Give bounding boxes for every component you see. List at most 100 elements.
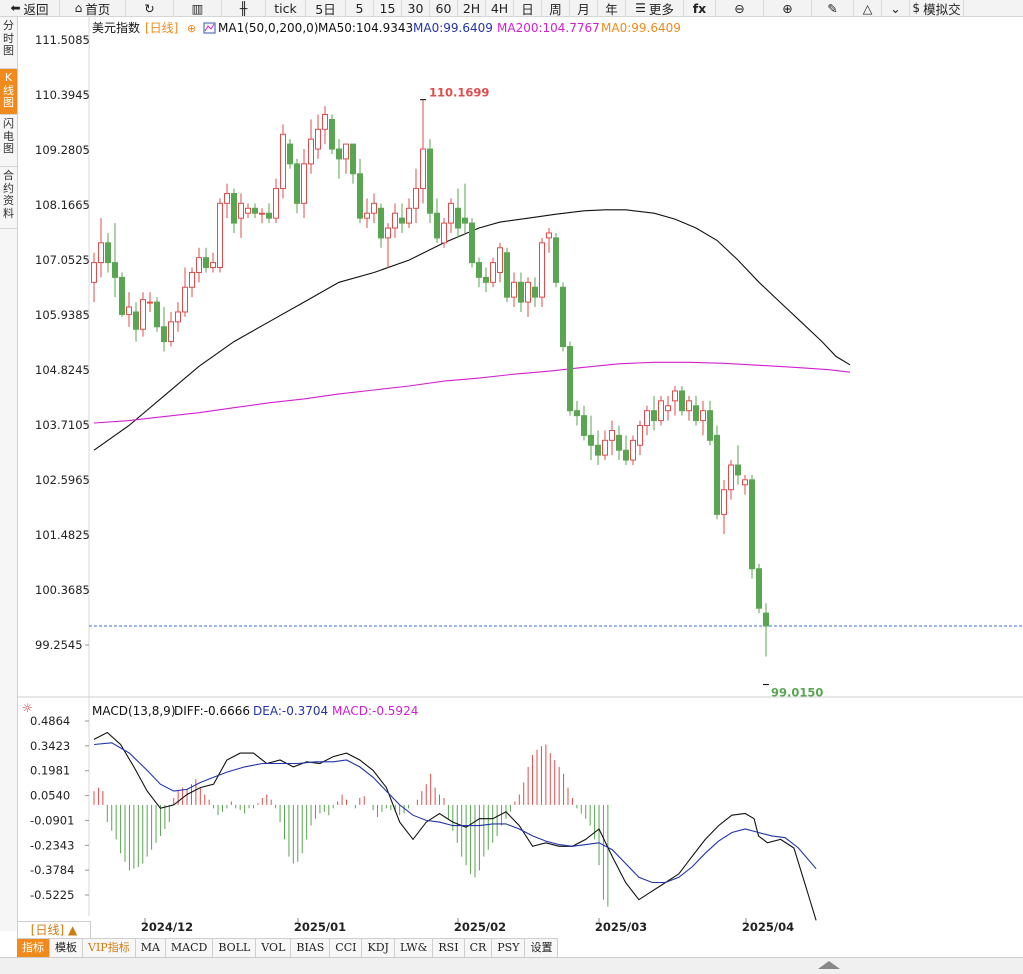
candle-body (420, 148, 426, 190)
draw-button[interactable]: ✎ (812, 0, 854, 16)
low-marker-label: 99.0150 (771, 686, 823, 700)
candle-body (574, 410, 580, 417)
candle-body (399, 217, 405, 224)
candle-body (168, 321, 174, 343)
candle-body (448, 202, 454, 224)
price-tick-label: 101.4825 (35, 528, 90, 542)
refresh-button[interactable]: ↻ (126, 0, 174, 16)
indicator-settings-icon[interactable]: ☼ (22, 701, 33, 715)
h4-button[interactable]: 4H (486, 0, 514, 16)
zoom-out-button[interactable]: ⊖ (716, 0, 764, 16)
candle-body (231, 192, 237, 224)
high-marker-label: 110.1699 (429, 86, 489, 100)
candle-body (546, 232, 552, 239)
ma-formula: MA1(50,0,200,0) (218, 21, 318, 35)
month-button[interactable]: 月 (570, 0, 598, 16)
tab-macd[interactable]: MACD (165, 938, 214, 958)
candle-body (455, 207, 461, 229)
sidebar-item-contract[interactable]: 合约资料 (0, 167, 17, 229)
x-tick-label: 2024/12 (141, 920, 193, 934)
candle-body (707, 410, 713, 441)
candle-body (735, 464, 741, 476)
horizontal-scrollbar[interactable] (0, 957, 1023, 974)
candle-body (749, 479, 755, 570)
macd-axis: 0.4864 0.3423 0.1981 0.0540 -0.0901 -0.2343 -0… (30, 714, 89, 902)
back-icon: ⬅ (10, 1, 21, 15)
chevron-down-icon: ⌄ (890, 0, 901, 16)
tab-vol[interactable]: VOL (256, 938, 292, 958)
tab-settings[interactable]: 设置 (525, 938, 559, 958)
scroll-thumb[interactable] (818, 961, 840, 969)
sidebar-item-flash[interactable]: 闪电图 (0, 115, 17, 167)
back-button[interactable]: ⬅ 返回 (0, 0, 60, 16)
m5-button[interactable]: 5 (346, 0, 374, 16)
candle-body (406, 207, 412, 224)
candle-body (462, 217, 468, 224)
candle-body (224, 192, 230, 204)
x-tick-label: 2025/02 (454, 920, 506, 934)
macd-macd-value: MACD:-0.5924 (332, 704, 418, 718)
price-tick-label: 111.5085 (35, 33, 90, 47)
settings-icon[interactable]: ⊕ (187, 22, 196, 35)
tab-kdj[interactable]: KDJ (362, 938, 395, 958)
tab-rsi[interactable]: RSI (433, 938, 465, 958)
h2-button[interactable]: 2H (458, 0, 486, 16)
year-button[interactable]: 年 (598, 0, 626, 16)
macd-dea-value: DEA:-0.3704 (253, 704, 328, 718)
more-button[interactable]: ☰ 更多 (626, 0, 684, 16)
tab-boll[interactable]: BOLL (213, 938, 257, 958)
week-button[interactable]: 周 (542, 0, 570, 16)
candle-body (483, 276, 489, 283)
day5-button[interactable]: 5日 (306, 0, 346, 16)
tab-lw[interactable]: LW& (394, 938, 434, 958)
candle-body (259, 212, 265, 215)
tab-vip[interactable]: VIP指标 (83, 938, 136, 958)
tab-bias[interactable]: BIAS (291, 938, 331, 958)
macd-name: MACD(13,8,9) (92, 704, 176, 718)
candle-body (539, 242, 545, 298)
tab-template[interactable]: 模板 (50, 938, 83, 958)
dollar-icon: $ (912, 1, 921, 15)
candle-body (476, 262, 482, 278)
dropdown-button[interactable]: ⌄ (882, 0, 910, 16)
candle-body (763, 612, 769, 627)
candle-type-button[interactable]: ╫ (222, 0, 266, 16)
tab-cci[interactable]: CCI (330, 938, 363, 958)
m60-button[interactable]: 60 (430, 0, 458, 16)
candle-body (658, 400, 664, 422)
candle-body (553, 237, 559, 283)
candle-body (322, 113, 328, 130)
candle-body (98, 242, 104, 264)
bar-chart-button[interactable]: ▥ (174, 0, 222, 16)
instrument-name: 美元指数 (92, 20, 140, 35)
candle-body (672, 390, 678, 402)
triangle-icon: △ (862, 0, 873, 16)
candle-body (147, 301, 153, 304)
candle-body (266, 212, 272, 219)
triangle-button[interactable]: △ (854, 0, 882, 16)
tab-indicator[interactable]: 指标 (17, 938, 50, 958)
candle-body (189, 271, 195, 288)
tab-psy[interactable]: PSY (492, 938, 526, 958)
zoom-in-button[interactable]: ⊕ (764, 0, 812, 16)
candle-body (371, 202, 377, 214)
tick-button[interactable]: tick (266, 0, 306, 16)
candle-body (119, 276, 125, 315)
day-button[interactable]: 日 (514, 0, 542, 16)
simulate-button[interactable]: $ 模拟交 (910, 0, 964, 16)
candle-body (315, 128, 321, 150)
sidebar-item-kline[interactable]: K线图 (0, 69, 17, 115)
formula-button[interactable]: fx (684, 0, 716, 16)
tab-cr[interactable]: CR (464, 938, 493, 958)
candle-body (434, 212, 440, 239)
candle-body (378, 207, 384, 239)
home-button[interactable]: ⌂ 首页 (60, 0, 126, 16)
price-tick-label: 104.8245 (35, 363, 90, 377)
m15-button[interactable]: 15 (374, 0, 402, 16)
sidebar-item-timeshare[interactable]: 分时图 (0, 17, 17, 69)
candle-body (182, 286, 188, 313)
ma50-line (93, 209, 851, 451)
m30-button[interactable]: 30 (402, 0, 430, 16)
ma-icon[interactable] (203, 22, 216, 34)
tab-ma[interactable]: MA (135, 938, 166, 958)
